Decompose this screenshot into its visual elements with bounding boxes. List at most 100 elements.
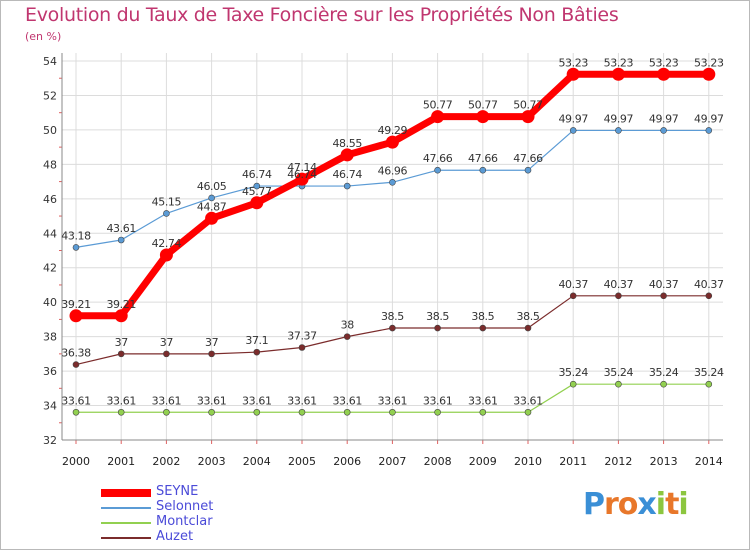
legend-item-montclar: Montclar	[101, 514, 301, 530]
legend-swatch-selonnet	[101, 507, 151, 509]
logo-letter: i	[678, 487, 688, 522]
x-tick-label: 2010	[514, 455, 542, 468]
y-tick-label: 38	[43, 331, 57, 344]
proxiti-logo: Proxiti	[583, 487, 689, 522]
data-label-montclar: 33.61	[332, 394, 362, 407]
data-label-auzet: 38	[341, 319, 355, 332]
data-point-selonnet	[117, 236, 125, 244]
x-tick-label: 2011	[559, 455, 587, 468]
data-label-selonnet: 47.66	[423, 152, 453, 165]
data-point-selonnet	[434, 166, 441, 174]
data-point-auzet	[117, 350, 125, 358]
data-point-seyne	[702, 67, 716, 81]
data-point-seyne	[476, 110, 490, 124]
data-point-auzet	[705, 292, 713, 300]
data-point-montclar	[660, 380, 667, 388]
data-label-montclar: 33.61	[61, 394, 91, 407]
x-tick-label: 2001	[107, 455, 135, 468]
x-tick-label: 2006	[333, 455, 361, 468]
data-label-selonnet: 49.97	[558, 112, 588, 125]
legend-swatch-seyne	[101, 489, 151, 497]
data-point-selonnet	[72, 244, 80, 251]
data-label-montclar: 33.61	[197, 394, 227, 407]
logo-letter: P	[583, 487, 605, 522]
logo-letter: o	[617, 487, 639, 522]
data-label-auzet: 38.5	[381, 310, 404, 323]
legend-item-auzet: Auzet	[101, 529, 301, 545]
y-tick-label: 52	[43, 89, 57, 102]
data-label-auzet: 40.37	[604, 278, 634, 291]
data-label-montclar: 35.24	[558, 366, 588, 379]
data-point-seyne	[611, 67, 625, 81]
data-label-auzet: 38.5	[426, 310, 449, 323]
y-tick-label: 40	[43, 296, 57, 309]
y-tick-label: 36	[43, 365, 57, 378]
data-label-selonnet: 43.61	[106, 222, 136, 235]
data-point-montclar	[434, 408, 441, 416]
data-label-montclar: 33.61	[106, 394, 136, 407]
data-point-seyne	[69, 309, 83, 323]
data-label-seyne: 48.55	[332, 137, 362, 150]
data-label-seyne: 49.29	[378, 124, 408, 137]
data-point-auzet	[569, 292, 577, 300]
data-point-seyne	[159, 248, 173, 262]
data-label-montclar: 33.61	[513, 394, 543, 407]
chart-unit-label: (en %)	[25, 30, 62, 43]
data-point-auzet	[389, 324, 396, 332]
legend-label-selonnet: Selonnet	[156, 499, 214, 514]
data-point-montclar	[343, 408, 351, 416]
data-point-auzet	[208, 350, 215, 358]
data-point-selonnet	[208, 194, 215, 202]
data-point-selonnet	[569, 127, 577, 134]
data-point-selonnet	[163, 210, 170, 217]
data-label-selonnet: 47.66	[468, 152, 498, 165]
data-point-seyne	[250, 196, 264, 210]
x-tick-label: 2013	[650, 455, 678, 468]
data-label-selonnet: 46.05	[197, 180, 227, 193]
data-label-seyne: 50.77	[468, 99, 498, 112]
data-label-selonnet: 49.97	[694, 112, 724, 125]
y-tick-label: 54	[43, 55, 57, 68]
data-point-auzet	[479, 324, 487, 332]
data-point-montclar	[615, 380, 622, 388]
data-label-auzet: 37	[205, 336, 219, 349]
logo-letter: r	[604, 487, 619, 522]
data-label-seyne: 45.77	[242, 185, 272, 198]
data-point-selonnet	[615, 127, 622, 134]
x-tick-label: 2009	[469, 455, 497, 468]
data-label-selonnet: 46.96	[378, 164, 408, 177]
y-tick-label: 46	[43, 193, 57, 206]
data-point-montclar	[524, 408, 532, 416]
data-point-montclar	[298, 408, 306, 416]
data-point-seyne	[657, 67, 671, 81]
data-label-seyne: 53.23	[694, 56, 724, 69]
data-point-selonnet	[524, 166, 532, 174]
data-point-montclar	[479, 408, 487, 416]
data-point-auzet	[253, 348, 261, 356]
logo-letter: i	[655, 487, 666, 522]
x-tick-label: 2004	[243, 455, 271, 468]
data-point-seyne	[295, 172, 309, 186]
data-label-auzet: 37.37	[287, 329, 317, 342]
data-point-selonnet	[253, 182, 261, 190]
x-tick-label: 2012	[604, 455, 632, 468]
data-label-seyne: 53.23	[604, 56, 634, 69]
logo-letter: t	[665, 487, 679, 522]
data-label-montclar: 35.24	[694, 366, 724, 379]
data-label-auzet: 40.37	[694, 278, 724, 291]
data-label-auzet: 38.5	[471, 310, 494, 323]
data-point-auzet	[298, 344, 306, 351]
data-point-seyne	[431, 110, 445, 124]
data-label-montclar: 35.24	[649, 366, 679, 379]
y-tick-label: 34	[43, 400, 57, 413]
data-label-selonnet: 47.66	[513, 152, 543, 165]
data-label-montclar: 33.61	[242, 394, 272, 407]
x-tick-label: 2003	[198, 455, 226, 468]
x-tick-label: 2014	[695, 455, 723, 468]
data-label-auzet: 37.1	[245, 334, 268, 347]
data-point-auzet	[615, 292, 622, 300]
legend-label-seyne: SEYNE	[156, 484, 199, 499]
data-point-seyne	[521, 110, 535, 124]
data-point-montclar	[72, 408, 80, 416]
